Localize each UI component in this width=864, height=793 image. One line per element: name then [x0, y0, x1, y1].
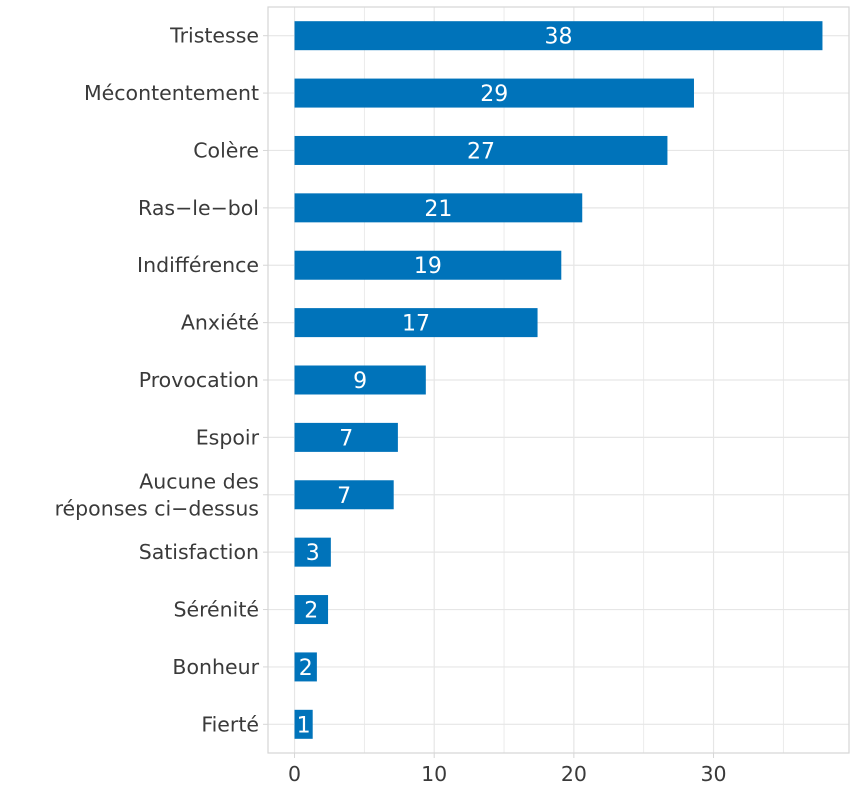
bar — [294, 250, 562, 280]
bar-value-label: 27 — [467, 139, 495, 164]
x-tick-label: 30 — [700, 762, 726, 786]
category-label: Colère — [193, 138, 259, 162]
category-labels: Tristesse Mécontentement Colère Ras−le−bol I… — [55, 24, 268, 736]
category-label: Bonheur — [172, 655, 259, 679]
bar-value-label: 19 — [414, 254, 442, 279]
bar — [294, 480, 394, 510]
category-label: Fierté — [201, 712, 259, 736]
bar-value-label: 21 — [424, 197, 452, 222]
bar — [294, 709, 313, 739]
bar — [294, 308, 538, 338]
bar-value-label: 9 — [353, 369, 367, 394]
category-label: Provocation — [139, 368, 259, 392]
bars — [294, 21, 823, 739]
category-label: Indifférence — [137, 253, 259, 277]
x-axis-tick-labels: 0 10 20 30 — [288, 753, 727, 786]
bar — [294, 78, 694, 108]
bar — [294, 21, 823, 51]
category-label: Anxiété — [181, 311, 259, 335]
bar-value-label: 29 — [480, 82, 508, 107]
x-tick-label: 0 — [288, 762, 301, 786]
category-label: Sérénité — [173, 598, 259, 622]
category-label: Aucune des réponses ci−dessus — [55, 469, 259, 520]
bar — [294, 422, 398, 452]
category-label: Ras−le−bol — [138, 196, 259, 220]
bar — [294, 595, 329, 625]
bar — [294, 193, 583, 223]
bar-value-label: 3 — [306, 541, 320, 566]
bar-value-label: 1 — [297, 713, 311, 738]
bar-value-label: 7 — [339, 426, 353, 451]
category-label: Espoir — [196, 425, 260, 449]
category-label: Satisfaction — [139, 540, 259, 564]
bar-value-label: 7 — [337, 484, 351, 509]
bar-value-label: 17 — [402, 312, 430, 337]
bar — [294, 652, 317, 682]
category-label: Tristesse — [169, 24, 259, 48]
bar-value-label: 38 — [545, 25, 573, 50]
x-tick-label: 20 — [561, 762, 587, 786]
plot-panel-border — [267, 6, 850, 754]
bar — [294, 365, 426, 395]
x-tick-label: 10 — [421, 762, 447, 786]
bar-value-label: 2 — [304, 599, 318, 624]
bar-value-label: 2 — [299, 656, 313, 681]
category-label: Mécontentement — [84, 81, 259, 105]
bar — [294, 537, 331, 567]
bar — [294, 135, 668, 165]
